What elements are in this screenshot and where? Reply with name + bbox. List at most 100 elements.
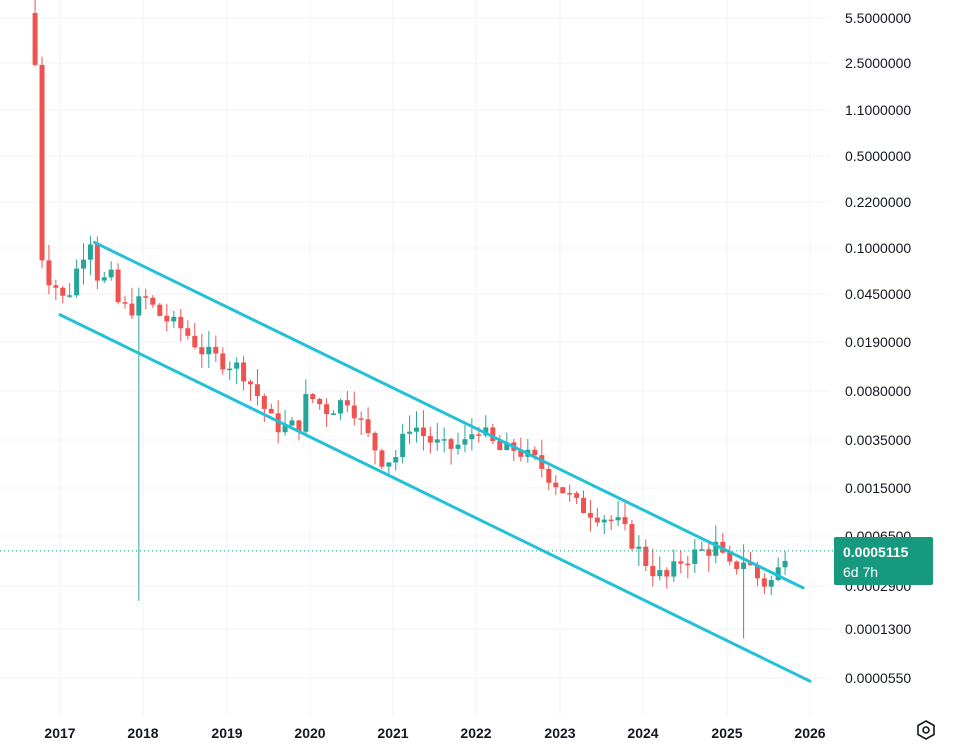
candle-body [192,335,198,348]
candle-body [337,400,343,414]
candle-body [213,346,219,354]
candle-body [671,561,677,577]
candle-body [296,420,302,432]
candle-body [692,549,698,565]
channel-line-upper[interactable] [93,240,805,590]
y-tick-label: 0.0190000 [845,334,911,350]
candle-body [761,578,767,587]
candle-body [601,519,607,523]
grid [0,0,830,715]
x-tick-label: 2023 [544,725,575,741]
y-axis: 5.5000000 2.5000000 1.1000000 0.5000000 0.22… [845,10,911,686]
candle-body [741,562,747,569]
candle-body [310,394,316,399]
candle-body [420,427,426,437]
x-tick-label: 2025 [711,725,742,741]
candle-body [351,405,357,419]
countdown-label: 6d 7h [843,564,878,580]
candle-body [393,457,399,463]
candle-body [331,413,337,415]
candle-body [379,450,385,467]
y-tick-label: 0.0450000 [845,286,911,302]
candle-body [87,244,93,260]
x-tick-label: 2021 [377,725,408,741]
candle-body [775,567,781,581]
y-tick-label: 0.2200000 [845,194,911,210]
candles [32,0,788,639]
candle-body [81,259,87,269]
candle-body [400,433,406,458]
candle-body [615,517,621,521]
candle-body [629,524,635,549]
candle-body [483,427,489,436]
candle-body [344,400,350,406]
candle-body [39,64,45,261]
candle-body [143,296,149,298]
candle-body [462,439,468,445]
x-axis: 2017 2018 2019 2020 2021 2022 2023 2024 2025 2026 [44,725,825,741]
candle-body [657,570,663,577]
candle-body [622,517,628,525]
candle-body [734,561,740,569]
candle-body [587,513,593,518]
candle-body [67,295,73,297]
candle-body [504,442,510,451]
candle-body [434,439,440,443]
y-tick-label: 0.0001300 [845,621,911,637]
candle-body [268,408,274,414]
candle-body [136,296,142,316]
candle-body [324,404,330,415]
candle-body [60,287,66,296]
candle-body [608,519,614,522]
x-tick-label: 2020 [294,725,325,741]
candle-body [164,315,170,322]
candle-body [101,277,107,281]
candle-body [553,482,559,488]
x-tick-label: 2022 [460,725,491,741]
x-tick-label: 2018 [127,725,158,741]
candle-body [108,269,114,278]
candle-body [178,316,184,329]
candle-body [532,449,538,456]
candle-body [754,565,760,579]
candle-body [372,432,378,451]
candle-body [241,362,247,382]
candle-body [448,439,454,449]
candle-body [248,381,254,385]
candle-body [574,493,580,498]
candle-body [518,450,524,457]
candle-body [407,431,413,434]
y-tick-label: 0.0080000 [845,383,911,399]
x-tick-label: 2026 [794,725,825,741]
candle-body [32,13,38,65]
candle-body [365,419,371,433]
settings-icon[interactable] [915,719,937,741]
candle-body [234,362,240,369]
candle-body [455,444,461,449]
candle-body [227,368,233,371]
candle-body [157,304,163,316]
candle-body [317,398,323,405]
y-tick-label: 0.5000000 [845,148,911,164]
candle-body [129,303,135,316]
candle-body [427,436,433,443]
last-price-value: 0.0005115 [843,544,909,560]
y-tick-label: 1.1000000 [845,102,911,118]
y-tick-label: 0.1000000 [845,240,911,256]
candle-body [289,420,295,426]
candle-body [74,268,80,296]
candle-body [199,347,205,355]
candle-body [594,517,600,523]
candle-body [768,580,774,587]
candle-body [303,394,309,432]
candle-body [636,546,642,549]
candle-body [414,427,420,432]
candle-body [497,441,503,451]
candle-body [282,425,288,433]
channel-lines [58,240,812,683]
channel-line-lower[interactable] [58,313,812,683]
candle-body [220,353,226,370]
x-tick-label: 2024 [627,725,658,741]
candle-body [664,570,670,577]
